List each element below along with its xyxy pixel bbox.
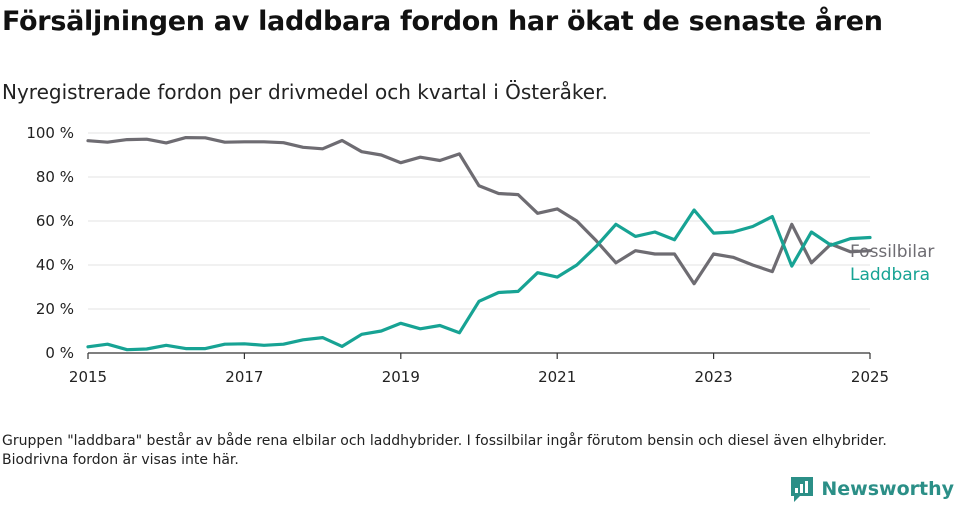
series-lines: [86, 136, 872, 352]
y-tick-label: 60 %: [36, 212, 74, 230]
brand-logo: Newsworthy: [789, 475, 954, 503]
x-tick-label: 2019: [382, 368, 420, 386]
newsworthy-logo-icon: [791, 477, 814, 502]
grid-lines: [88, 132, 870, 310]
chart-subtitle: Nyregistrerade fordon per drivmedel och …: [2, 80, 608, 104]
y-tick-label: 40 %: [36, 256, 74, 274]
x-tick-label: 2023: [695, 368, 733, 386]
footnote: Gruppen "laddbara" består av både rena e…: [2, 433, 887, 468]
y-tick-label: 80 %: [36, 168, 74, 186]
y-tick-label: 100 %: [26, 124, 74, 142]
line-chart: 0 % 20 % 40 % 60 % 80 % 100 % 2015 2017 2019 202…: [26, 124, 934, 386]
y-axis-ticks: 0 % 20 % 40 % 60 % 80 % 100 %: [26, 124, 74, 362]
series-label-fossilbilar: Fossilbilar: [850, 242, 934, 262]
brand-name: Newsworthy: [821, 478, 954, 500]
x-tick-label: 2015: [69, 368, 107, 386]
series-line-fossilbilar: [86, 136, 872, 286]
y-tick-label: 20 %: [36, 300, 74, 318]
x-axis: 2015 2017 2019 2021 2023 2025: [69, 352, 889, 386]
series-line-laddbara: [86, 208, 872, 352]
series-labels: Fossilbilar Laddbara: [850, 242, 934, 285]
series-label-laddbara: Laddbara: [850, 265, 930, 285]
chart-title: Försäljningen av laddbara fordon har öka…: [2, 6, 883, 37]
x-tick-label: 2017: [225, 368, 263, 386]
x-tick-label: 2021: [538, 368, 576, 386]
y-tick-label: 0 %: [45, 344, 74, 362]
x-tick-label: 2025: [851, 368, 889, 386]
